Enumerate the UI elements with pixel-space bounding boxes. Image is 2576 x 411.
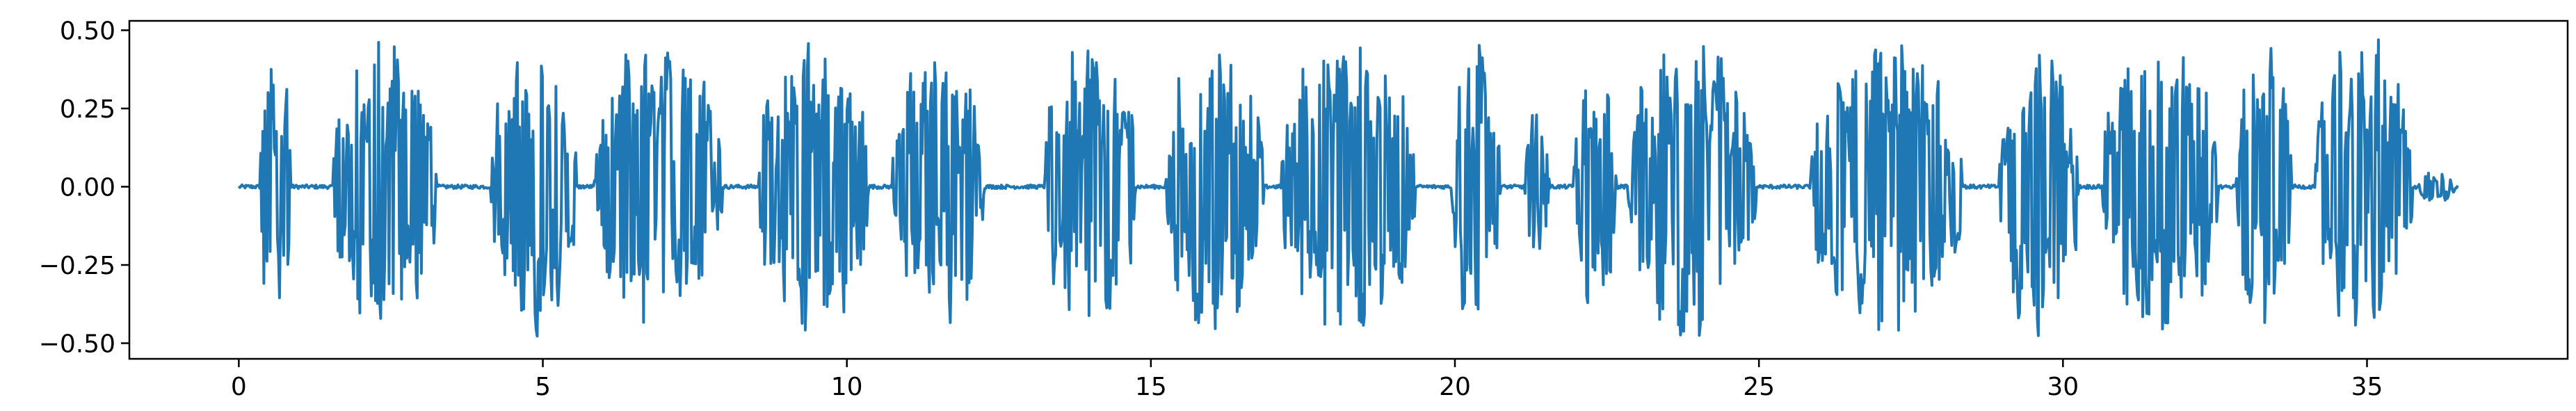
y-tick-label: −0.50	[39, 330, 115, 359]
x-tick-label: 25	[1743, 373, 1775, 401]
x-tick-label: 15	[1135, 373, 1167, 401]
series-line-0	[237, 38, 2459, 338]
x-tick-label: 10	[831, 373, 863, 401]
plot-frame	[128, 19, 2569, 360]
x-tick-label: 30	[2047, 373, 2079, 401]
y-tick-label: −0.25	[39, 252, 115, 280]
y-tick-label: 0.25	[60, 95, 115, 124]
x-tick-label: 0	[231, 373, 247, 401]
y-tick-label: 0.50	[60, 17, 115, 46]
y-tick-label: 0.00	[60, 174, 115, 202]
x-tick-label: 35	[2351, 373, 2383, 401]
x-tick-label: 5	[535, 373, 551, 401]
axes: 0 5 10 15 20 25 30 35 0.50 0.25 0.00 −0.25 −0.50	[39, 17, 2569, 401]
waveform-series	[237, 38, 2459, 338]
x-tick-label: 20	[1439, 373, 1471, 401]
